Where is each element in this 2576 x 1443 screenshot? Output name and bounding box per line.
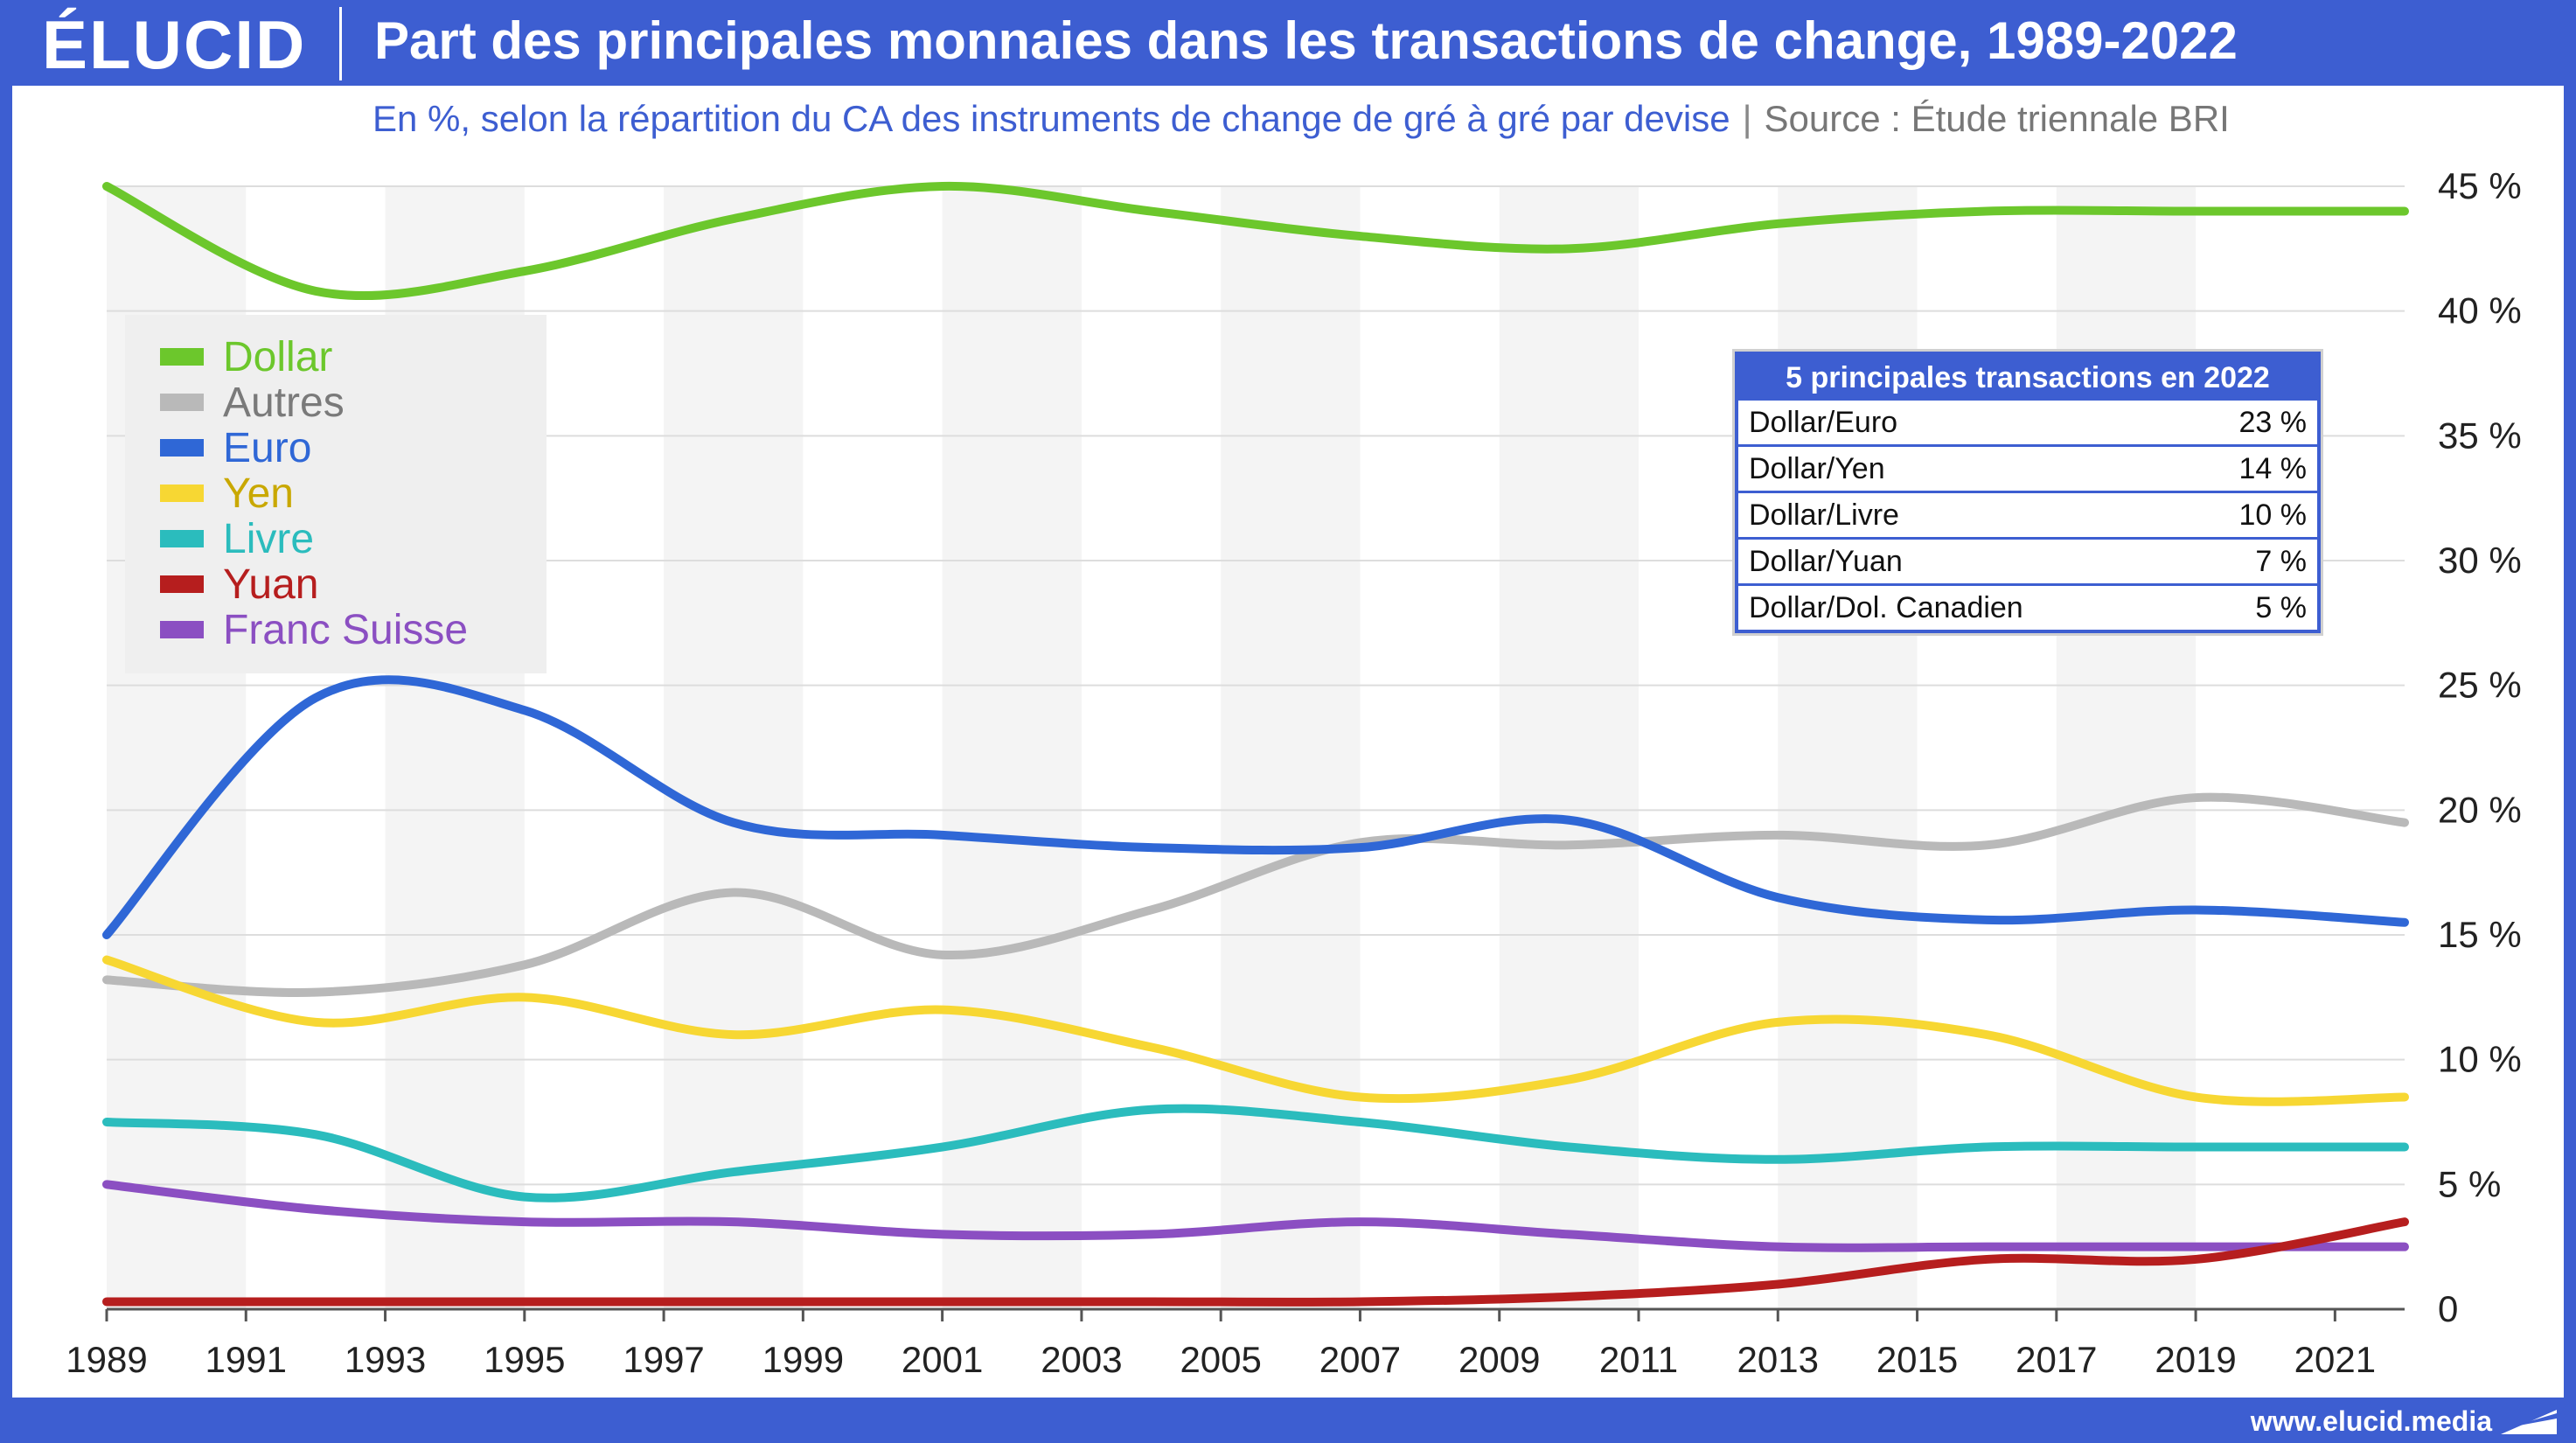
y-tick-label: 15 % — [2438, 914, 2522, 955]
x-tick-label: 1993 — [345, 1339, 426, 1380]
table-value: 7 % — [2255, 545, 2307, 578]
x-tick-label: 2021 — [2294, 1339, 2376, 1380]
y-tick-label: 20 % — [2438, 789, 2522, 830]
subtitle-separator: | — [1742, 98, 1752, 139]
x-tick-label: 1997 — [623, 1339, 704, 1380]
series-line-yuan — [102, 1217, 2409, 1307]
grid-band — [1221, 186, 1361, 1309]
y-tick-label: 25 % — [2438, 665, 2522, 706]
x-tick-label: 2017 — [2016, 1339, 2097, 1380]
x-tick-label: 2011 — [1599, 1339, 1678, 1380]
table-row: Dollar/Dol. Canadien 5 % — [1738, 583, 2317, 630]
logo-divider — [339, 7, 342, 80]
x-tick-label: 2003 — [1041, 1339, 1122, 1380]
legend-item: Dollar — [160, 334, 332, 380]
table-pair: Dollar/Livre — [1749, 498, 1899, 532]
legend-swatch — [160, 530, 204, 547]
x-tick-label: 2007 — [1319, 1339, 1401, 1380]
table-value: 5 % — [2255, 591, 2307, 624]
legend-swatch — [160, 439, 204, 457]
legend-label: Franc Suisse — [223, 606, 469, 653]
x-tick-label: 1991 — [205, 1339, 287, 1380]
legend-swatch — [160, 575, 204, 593]
table-pair: Dollar/Yen — [1749, 452, 1885, 485]
x-tick-label: 1989 — [66, 1339, 147, 1380]
grid-band — [1499, 186, 1639, 1309]
x-tick-label: 2019 — [2155, 1339, 2236, 1380]
legend-label: Yen — [223, 470, 294, 517]
legend-item: Yen — [160, 470, 294, 517]
table-pair: Dollar/Dol. Canadien — [1749, 591, 2023, 624]
brand-mark-icon — [2501, 1410, 2557, 1434]
x-tick-label: 2001 — [902, 1339, 983, 1380]
table-row: Dollar/Euro 23 % — [1738, 401, 2317, 444]
y-tick-label: 40 % — [2438, 290, 2522, 331]
table-row: Dollar/Livre 10 % — [1738, 491, 2317, 537]
y-tick-label: 45 % — [2438, 165, 2522, 206]
legend-label: Euro — [223, 424, 312, 471]
series-line-franc-suisse — [102, 1180, 2409, 1252]
legend-label: Livre — [223, 515, 315, 562]
legend-item: Livre — [160, 515, 315, 562]
legend: Dollar Autres Euro Yen Livre Yuan Franc Suisse — [125, 315, 547, 673]
y-tick-label: 30 % — [2438, 540, 2522, 581]
y-tick-label: 0 — [2438, 1288, 2458, 1329]
legend-item: Autres — [160, 379, 345, 426]
table-pair: Dollar/Euro — [1749, 406, 1898, 439]
subtitle-text: En %, selon la répartition du CA des ins… — [372, 98, 1730, 139]
y-tick-label: 5 % — [2438, 1163, 2501, 1204]
x-tick-label: 2013 — [1737, 1339, 1819, 1380]
header: ÉLUCID Part des principales monnaies dan… — [0, 0, 2576, 86]
x-tick-label: 1999 — [762, 1339, 844, 1380]
series-line-autres — [102, 792, 2409, 997]
table-row: Dollar/Yen 14 % — [1738, 444, 2317, 491]
y-tick-label: 10 % — [2438, 1039, 2522, 1080]
series-line-yen — [102, 955, 2409, 1106]
y-tick-label: 35 % — [2438, 415, 2522, 456]
table-title: 5 principales transactions en 2022 — [1738, 355, 2317, 401]
legend-label: Yuan — [223, 561, 319, 608]
source-text: Source : Étude triennale BRI — [1764, 98, 2230, 139]
x-tick-label: 2009 — [1459, 1339, 1540, 1380]
grid-band — [664, 186, 804, 1309]
legend-swatch — [160, 621, 204, 638]
legend-swatch — [160, 394, 204, 411]
legend-label: Dollar — [223, 333, 333, 380]
legend-item: Euro — [160, 425, 311, 471]
legend-item: Franc Suisse — [160, 606, 469, 653]
legend-swatch — [160, 348, 204, 366]
x-tick-label: 2005 — [1180, 1339, 1261, 1380]
table-row: Dollar/Yuan 7 % — [1738, 537, 2317, 583]
table-value: 23 % — [2238, 406, 2308, 439]
legend-swatch — [160, 484, 204, 502]
chart-title: Part des principales monnaies dans les t… — [374, 11, 2238, 70]
brand-logo: ÉLUCID — [42, 6, 307, 83]
legend-item: Yuan — [160, 561, 319, 608]
table-pair: Dollar/Yuan — [1749, 545, 1903, 578]
chart-subtitle: En %, selon la répartition du CA des ins… — [372, 98, 2230, 140]
footer-url[interactable]: www.elucid.media — [2250, 1405, 2492, 1437]
series-line-livre — [102, 1104, 2409, 1202]
x-tick-label: 2015 — [1876, 1339, 1958, 1380]
legend-label: Autres — [223, 379, 345, 426]
table-value: 10 % — [2238, 498, 2308, 532]
top-transactions-table: 5 principales transactions en 2022 Dolla… — [1735, 352, 2321, 633]
table-value: 14 % — [2238, 452, 2308, 485]
series-line-dollar — [102, 181, 2409, 301]
series-line-euro — [102, 675, 2409, 939]
x-tick-label: 1995 — [484, 1339, 565, 1380]
